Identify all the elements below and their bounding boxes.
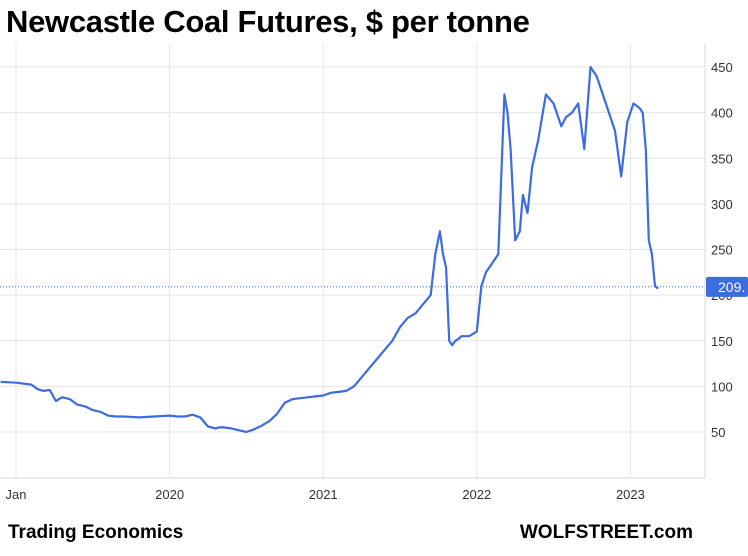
gridlines [0,44,705,478]
y-tick-label: 250 [711,243,733,258]
chart-title: Newcastle Coal Futures, $ per tonne [6,4,530,39]
y-tick-label: 300 [711,197,733,212]
current-value-badge-box [706,276,748,297]
x-tick-label: 2023 [616,487,645,502]
source-label: Trading Economics [8,522,184,543]
y-tick-label: 450 [711,60,733,75]
credit-label: WOLFSTREET.com [519,522,693,543]
x-tick-label: 2020 [155,487,184,502]
x-tick-label: 2021 [309,487,338,502]
current-value-label: 209. [718,279,745,295]
y-tick-label: 50 [711,425,725,440]
y-tick-label: 400 [711,106,733,121]
series-line [0,65,659,434]
x-tick-label: Jan [6,487,27,502]
y-axis-ticks: 50100150200250300350400450 [711,60,733,440]
x-axis-ticks: Jan 2020 2021 2022 2023 [6,487,645,502]
y-tick-label: 150 [711,334,733,349]
x-tick-label: 2022 [462,487,491,502]
current-value-badge: 209. [706,276,748,297]
y-tick-label: 100 [711,379,733,394]
y-tick-label: 350 [711,151,733,166]
